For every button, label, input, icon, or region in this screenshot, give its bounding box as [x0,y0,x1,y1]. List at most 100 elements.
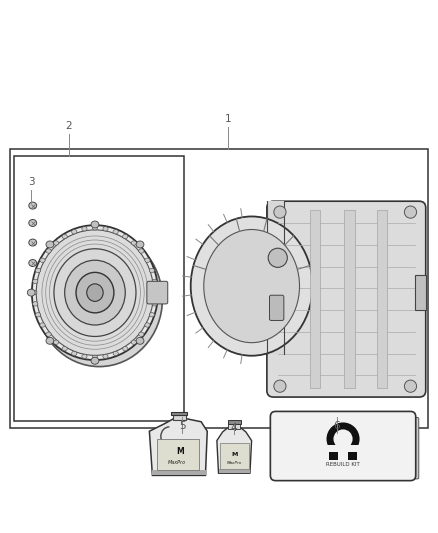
Ellipse shape [53,241,59,245]
Bar [173,415,186,420]
Ellipse shape [113,230,118,234]
Ellipse shape [123,346,128,351]
Ellipse shape [92,225,98,230]
Bar [228,421,241,424]
Ellipse shape [145,323,150,327]
FancyBboxPatch shape [409,417,419,479]
Ellipse shape [29,220,37,227]
FancyBboxPatch shape [269,295,284,320]
Text: 5: 5 [179,422,185,431]
Ellipse shape [46,337,54,344]
Ellipse shape [65,260,125,325]
Text: 3: 3 [28,177,34,187]
Ellipse shape [152,302,157,306]
Ellipse shape [131,340,137,344]
Circle shape [404,206,417,218]
Bar [152,470,207,475]
Ellipse shape [40,323,45,327]
Text: 1: 1 [224,114,231,124]
Bar [267,201,284,353]
Circle shape [404,380,417,392]
Circle shape [333,430,353,449]
Text: MaxPro: MaxPro [226,462,242,465]
Ellipse shape [76,272,114,313]
Ellipse shape [33,279,38,284]
Ellipse shape [72,351,77,356]
Ellipse shape [32,225,158,360]
Bar [377,210,388,389]
Polygon shape [217,427,251,473]
Bar [14,156,184,421]
Polygon shape [149,418,207,475]
FancyBboxPatch shape [270,411,416,481]
Ellipse shape [36,230,154,356]
Ellipse shape [32,290,37,295]
Ellipse shape [33,302,38,306]
Ellipse shape [139,249,144,253]
Ellipse shape [27,289,35,296]
Circle shape [326,423,360,456]
Ellipse shape [113,351,118,356]
Text: M: M [231,451,237,457]
Ellipse shape [136,241,144,248]
Circle shape [274,380,286,392]
Bar [220,443,249,469]
Ellipse shape [29,260,37,266]
Bar [344,210,355,389]
Circle shape [268,248,287,268]
Ellipse shape [136,337,144,344]
Ellipse shape [40,258,45,262]
Bar [10,149,428,427]
Bar [219,469,250,473]
Ellipse shape [46,249,51,253]
Text: MaxPro: MaxPro [168,461,186,465]
FancyBboxPatch shape [147,281,168,304]
Ellipse shape [204,230,300,343]
Ellipse shape [87,284,103,301]
Ellipse shape [54,249,136,336]
Ellipse shape [53,340,59,344]
Bar [310,210,320,389]
Text: M: M [176,447,184,456]
Ellipse shape [155,289,162,296]
Ellipse shape [149,312,155,317]
Ellipse shape [123,235,128,239]
Text: 2: 2 [66,120,72,131]
Ellipse shape [82,354,87,359]
Bar [415,275,426,310]
Ellipse shape [29,202,37,209]
Ellipse shape [103,227,108,231]
FancyBboxPatch shape [267,201,426,397]
Ellipse shape [72,230,77,234]
Text: 4: 4 [231,423,237,433]
Text: MOPAR: MOPAR [330,453,356,458]
Ellipse shape [91,357,99,364]
Ellipse shape [36,232,162,367]
Ellipse shape [152,279,157,284]
Text: 6: 6 [333,422,340,431]
Bar [171,411,187,415]
Bar [157,439,199,470]
Ellipse shape [62,235,67,239]
Bar [348,452,357,460]
Ellipse shape [149,268,155,273]
Ellipse shape [46,332,51,336]
Circle shape [274,206,286,218]
Bar [229,424,240,429]
Ellipse shape [91,221,99,228]
Ellipse shape [103,354,108,359]
Text: REBUILD KIT: REBUILD KIT [326,462,360,467]
Ellipse shape [153,290,158,295]
Ellipse shape [92,355,98,360]
Ellipse shape [145,258,150,262]
Ellipse shape [35,312,41,317]
Ellipse shape [35,268,41,273]
Ellipse shape [191,216,313,356]
Ellipse shape [29,239,37,246]
Ellipse shape [62,346,67,351]
Ellipse shape [131,241,137,245]
Ellipse shape [139,332,144,336]
Ellipse shape [46,241,54,248]
Bar [329,452,338,460]
Bar [326,445,360,457]
